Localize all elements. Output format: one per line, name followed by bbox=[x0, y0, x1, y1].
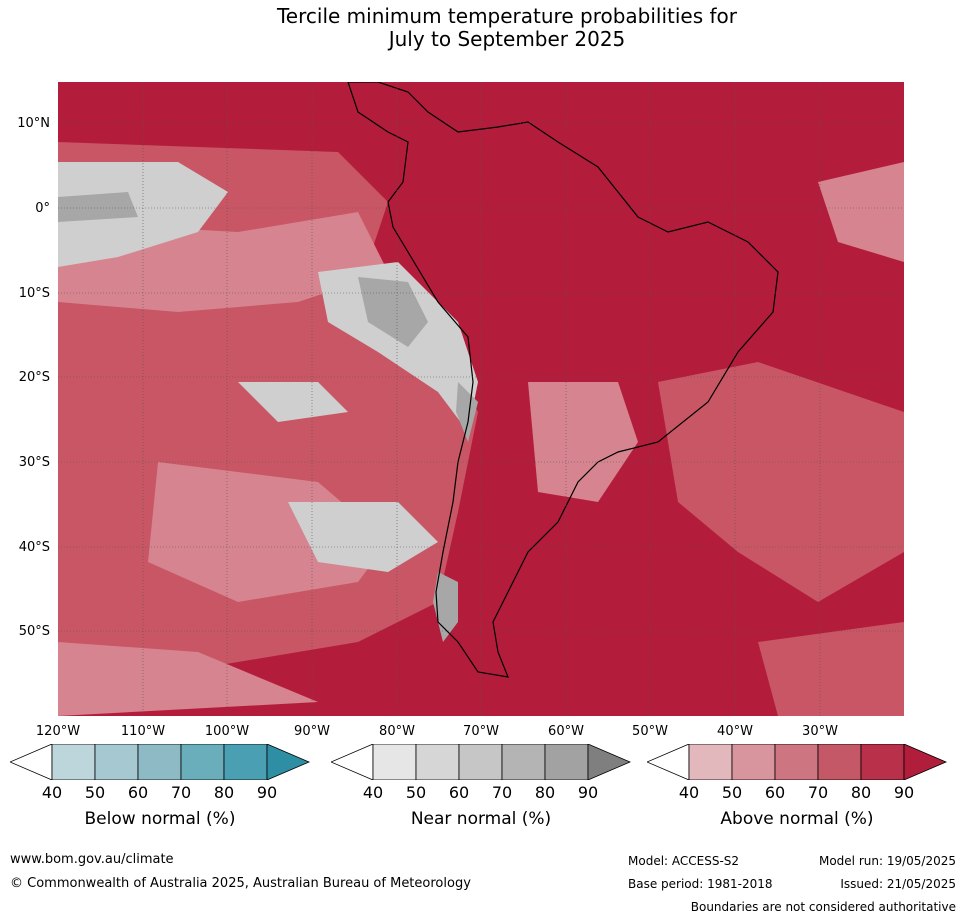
below-cb-seg-4 bbox=[180, 744, 225, 780]
south-america-coastline bbox=[347, 82, 779, 678]
bom-url-link[interactable]: www.bom.gov.au/climate bbox=[10, 852, 174, 867]
model-run-date: Model run: 19/05/2025 bbox=[818, 854, 956, 868]
above-tick-60: 60 bbox=[764, 783, 786, 802]
near-normal-dark-shading bbox=[58, 192, 478, 642]
lon-label-40w: 40°W bbox=[717, 724, 753, 739]
graticule bbox=[58, 82, 904, 716]
below-cb-seg-1 bbox=[51, 744, 96, 780]
near-cb-seg-1 bbox=[372, 744, 417, 780]
above-cb-seg-4 bbox=[817, 744, 862, 780]
above-normal-light-shading bbox=[58, 162, 904, 716]
near-cb-tri-right bbox=[587, 744, 631, 780]
below-cb-seg-2 bbox=[94, 744, 139, 780]
near-tick-40: 40 bbox=[362, 783, 384, 802]
lat-label-40s: 40°S bbox=[18, 540, 50, 555]
near-cb-seg-3 bbox=[458, 744, 503, 780]
lat-label-20s: 20°S bbox=[18, 370, 50, 385]
title-line-2: July to September 2025 bbox=[388, 27, 626, 51]
near-cb-tri-left bbox=[331, 744, 374, 780]
above-tick-50: 50 bbox=[721, 783, 743, 802]
above-tick-40: 40 bbox=[678, 783, 700, 802]
map-title: Tercile minimum temperature probabilitie… bbox=[0, 5, 965, 51]
near-tick-90: 90 bbox=[577, 783, 599, 802]
above-cb-seg-3 bbox=[774, 744, 819, 780]
above-normal-colorbar bbox=[647, 744, 947, 780]
lon-label-100w: 100°W bbox=[204, 724, 250, 739]
near-cb-seg-2 bbox=[415, 744, 460, 780]
near-tick-60: 60 bbox=[448, 783, 470, 802]
below-tick-40: 40 bbox=[41, 783, 63, 802]
lon-label-120w: 120°W bbox=[35, 724, 81, 739]
lon-label-90w: 90°W bbox=[294, 724, 330, 739]
below-tick-80: 80 bbox=[213, 783, 235, 802]
below-normal-title: Below normal (%) bbox=[84, 809, 236, 829]
near-normal-shading bbox=[58, 162, 478, 572]
lat-label-10s: 10°S bbox=[18, 286, 50, 301]
lon-label-30w: 30°W bbox=[802, 724, 838, 739]
below-cb-seg-5 bbox=[223, 744, 268, 780]
near-tick-80: 80 bbox=[534, 783, 556, 802]
near-normal-colorbar bbox=[331, 744, 631, 780]
below-normal-colorbar bbox=[10, 744, 310, 780]
lat-label-30s: 30°S bbox=[18, 455, 50, 470]
near-tick-50: 50 bbox=[405, 783, 427, 802]
below-tick-50: 50 bbox=[84, 783, 106, 802]
below-tick-60: 60 bbox=[127, 783, 149, 802]
below-cb-tri-right bbox=[266, 744, 310, 780]
lon-label-50w: 50°W bbox=[632, 724, 668, 739]
model-name: Model: ACCESS-S2 bbox=[628, 854, 740, 868]
lon-label-70w: 70°W bbox=[463, 724, 499, 739]
above-tick-90: 90 bbox=[893, 783, 915, 802]
lat-label-0: 0° bbox=[35, 201, 50, 216]
above-cb-seg-5 bbox=[860, 744, 905, 780]
above-cb-tri-left bbox=[647, 744, 690, 780]
above-normal-title: Above normal (%) bbox=[720, 809, 874, 829]
above-cb-seg-2 bbox=[731, 744, 776, 780]
lat-label-50s: 50°S bbox=[18, 624, 50, 639]
lon-label-60w: 60°W bbox=[548, 724, 584, 739]
boundaries-disclaimer: Boundaries are not considered authoritat… bbox=[690, 900, 956, 914]
near-cb-seg-5 bbox=[544, 744, 589, 780]
probability-map bbox=[58, 82, 904, 716]
lat-label-10n: 10°N bbox=[17, 116, 50, 131]
issued-date: Issued: 21/05/2025 bbox=[840, 877, 956, 891]
base-period: Base period: 1981-2018 bbox=[628, 877, 773, 891]
above-tick-70: 70 bbox=[807, 783, 829, 802]
below-cb-tri-left bbox=[10, 744, 53, 780]
near-cb-seg-4 bbox=[501, 744, 546, 780]
copyright-text: © Commonwealth of Australia 2025, Austra… bbox=[10, 876, 471, 891]
below-cb-seg-3 bbox=[137, 744, 182, 780]
lon-label-80w: 80°W bbox=[379, 724, 415, 739]
above-tick-80: 80 bbox=[850, 783, 872, 802]
above-cb-tri-right bbox=[903, 744, 947, 780]
near-tick-70: 70 bbox=[491, 783, 513, 802]
below-tick-70: 70 bbox=[170, 783, 192, 802]
title-line-1: Tercile minimum temperature probabilitie… bbox=[276, 4, 738, 28]
lon-label-110w: 110°W bbox=[120, 724, 166, 739]
near-normal-title: Near normal (%) bbox=[410, 809, 552, 829]
above-cb-seg-1 bbox=[688, 744, 733, 780]
below-tick-90: 90 bbox=[256, 783, 278, 802]
